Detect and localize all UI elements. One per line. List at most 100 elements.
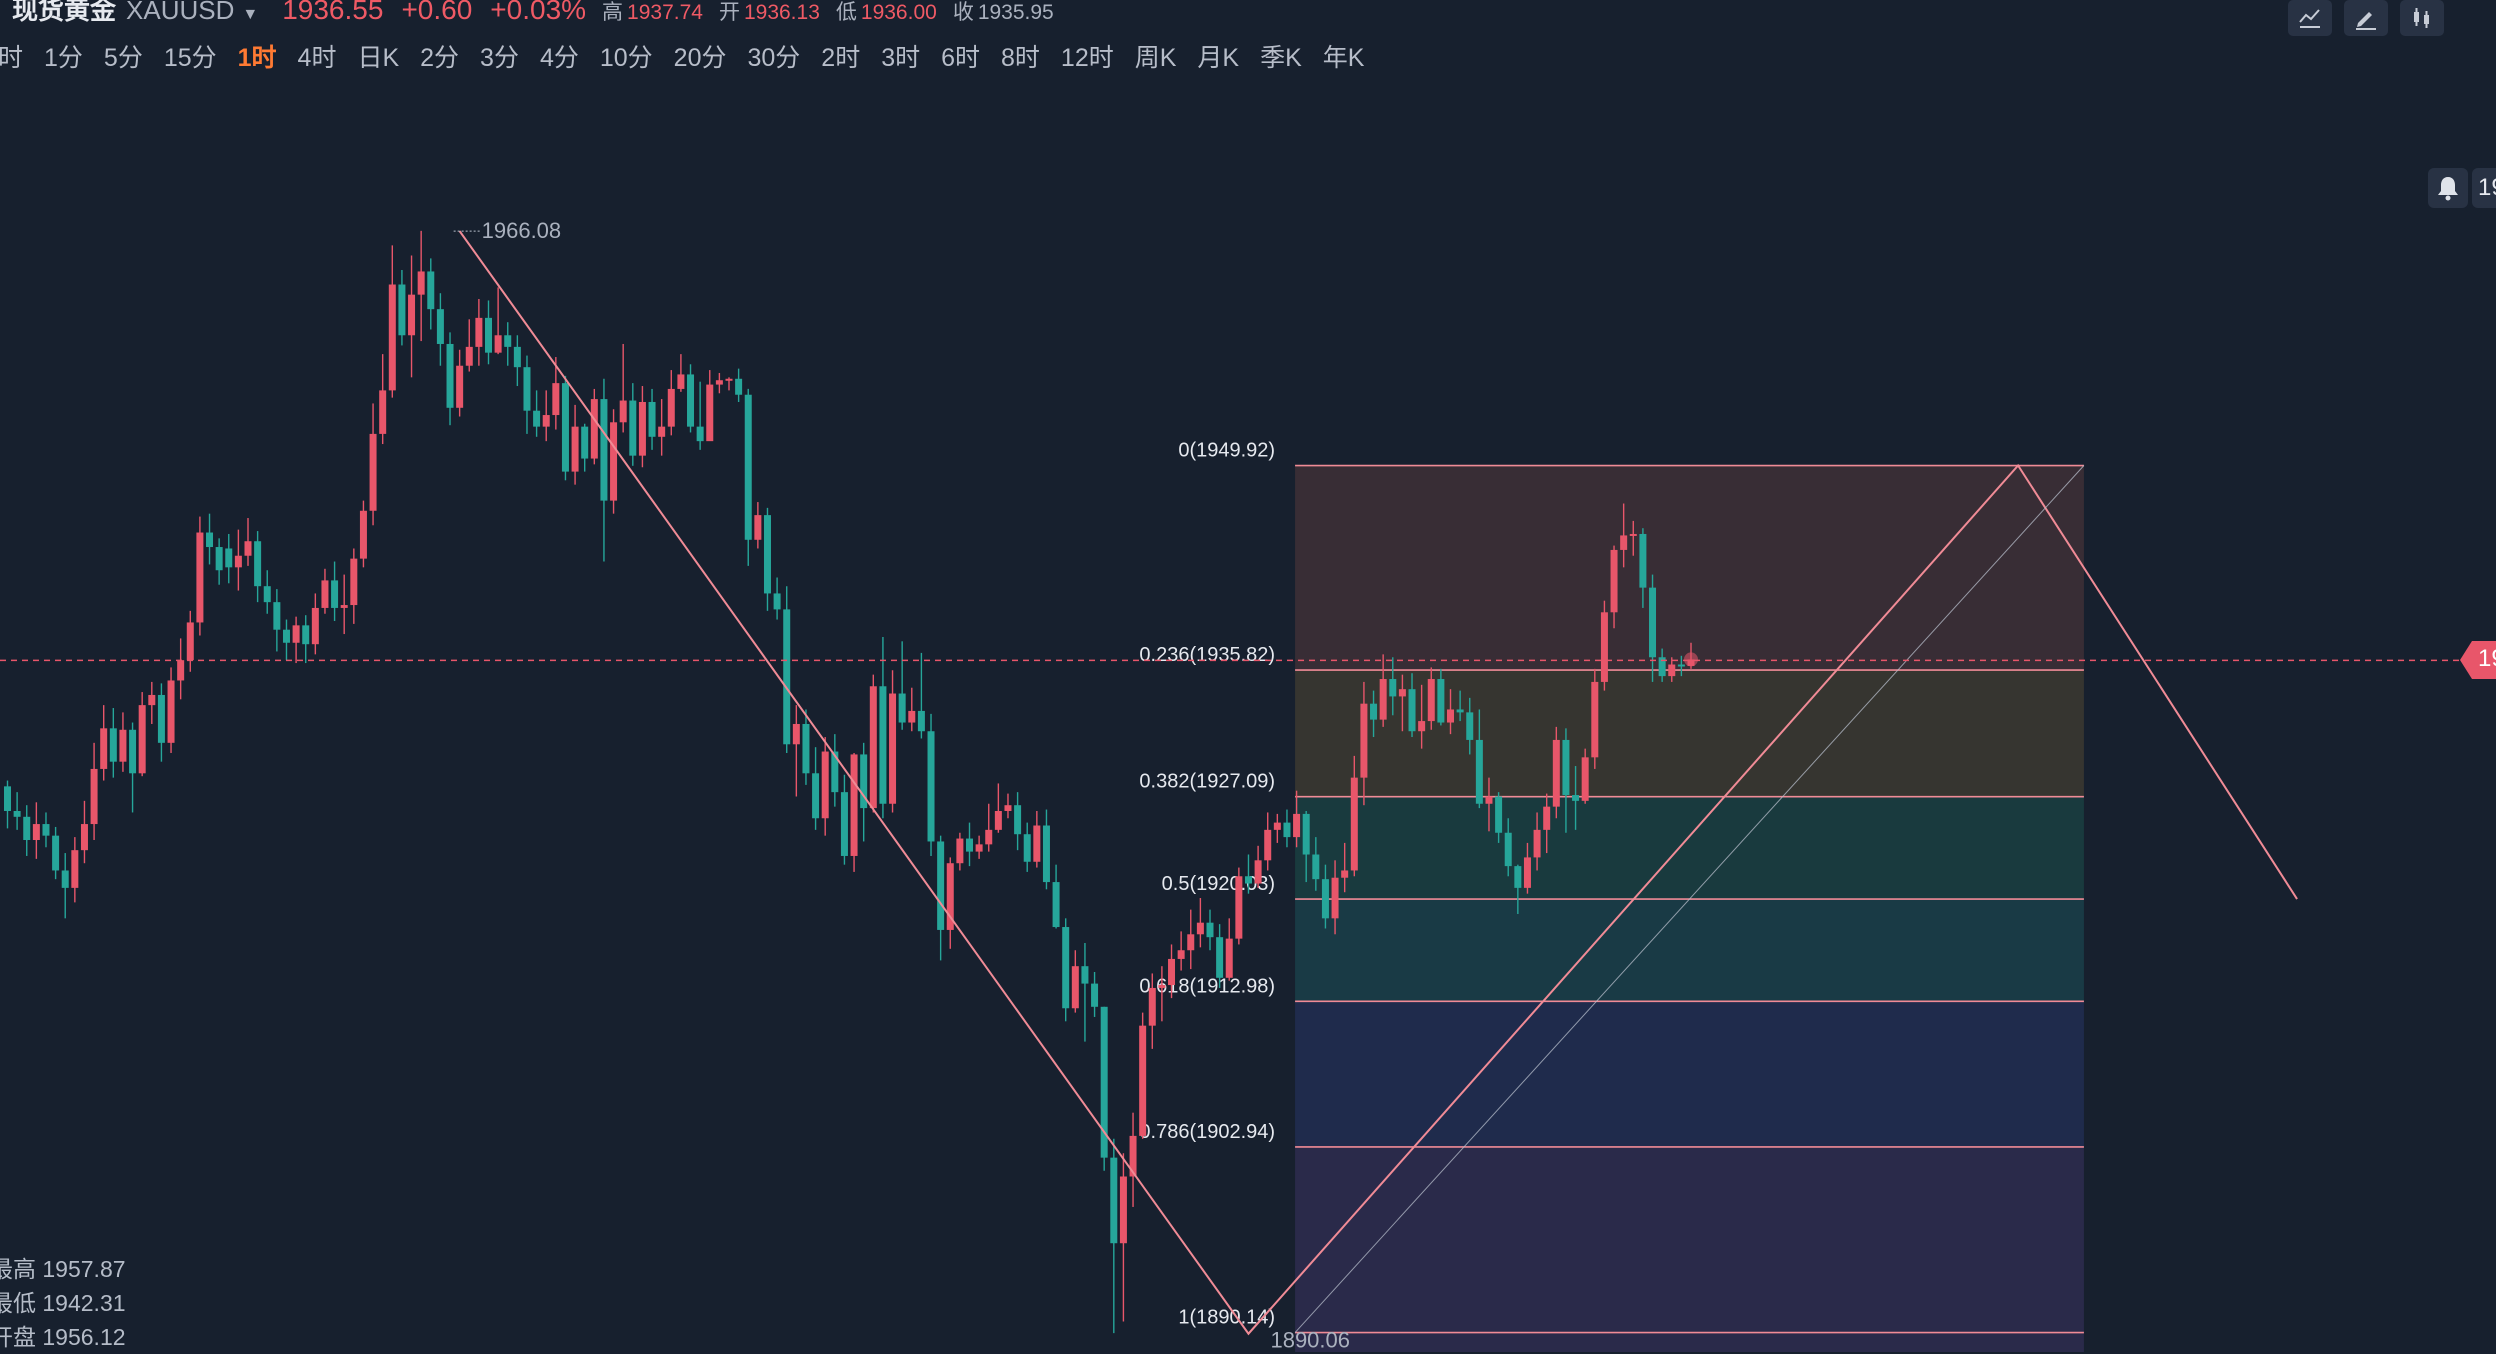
timeframe-tab[interactable]: 4时 [297,44,337,72]
candle-body [273,602,281,630]
candle-body [157,694,165,743]
current-price-tag-text: 19 [2478,645,2496,673]
fib-trend-line [1294,465,2085,1333]
fib-zone [1295,465,2084,671]
candle-body [850,754,858,856]
candle-body [1100,1006,1108,1158]
price-alert-button[interactable] [2428,168,2468,208]
candle-body [744,394,752,540]
timeframe-tab[interactable]: 月K [1197,44,1240,72]
candle-body [1302,813,1310,855]
candle-body [1398,689,1406,697]
candle-body [1543,806,1551,830]
candle-body [1081,966,1089,984]
candle-body [369,433,377,511]
candle-body [196,532,204,623]
candle-body [1110,1157,1118,1244]
low-marker-label: 1890.06 [1270,1328,1350,1352]
candle-body [1466,712,1474,740]
candle-body [1447,709,1454,723]
open-label: 开 [718,1,740,24]
fib-level-label: 0.382(1927.09) [1139,771,1275,793]
stat-low-label: 最低 [0,1290,36,1316]
candle-body [889,693,897,804]
timeframe-tab[interactable]: 20分 [673,44,727,72]
timeframe-tab[interactable]: 1时 [237,44,277,72]
drawing-lines [458,230,2298,1336]
last-price: 1936.55 [282,0,384,25]
candle-body [792,723,800,745]
candle-body [71,850,79,888]
timeframe-tab[interactable]: 8时 [1001,44,1040,72]
timeframe-tab[interactable]: 年K [1322,44,1365,72]
candle-settings-button[interactable] [2400,0,2444,36]
candle-body [148,694,156,706]
candle-body [610,422,618,501]
candle-body [1321,879,1329,919]
stat-high: 最高 1957.87 [0,1252,126,1286]
candle-body [1514,866,1522,888]
pencil-button[interactable] [2344,0,2388,36]
line-tool-button[interactable] [2288,0,2332,36]
timeframe-tab[interactable]: 10分 [599,44,653,72]
candle-body [417,271,425,295]
candle-body [436,309,444,344]
timeframe-tab[interactable]: 5分 [103,44,143,72]
candle-body [542,415,550,427]
timeframe-tab[interactable]: 时 [0,44,24,72]
candle-body [1668,664,1676,677]
candle-body [908,710,916,723]
candle-body [523,367,531,411]
candle-body [581,426,589,459]
stat-open: 开盘 1956.12 [0,1320,126,1354]
timeframe-tab[interactable]: 日K [357,44,400,72]
alert-price-tab[interactable]: 19 [2472,168,2496,208]
bell-icon [2438,177,2458,201]
extreme-markers: 1966.08 1890.06 [453,218,1698,1352]
candle-body [129,729,137,774]
fib-zone [1295,899,2084,1002]
candle-body [100,728,108,769]
instrument-name[interactable]: 现货黄金 [12,0,117,25]
candle-body [109,728,117,762]
timeframe-tab[interactable]: 1分 [44,44,83,72]
candle-body [1052,882,1060,928]
timeframe-tab[interactable]: 15分 [163,44,217,72]
candle-body [1600,612,1608,682]
candle-body [1427,679,1435,722]
candle-body [725,378,733,381]
timeframe-tab[interactable]: 3时 [881,44,921,72]
candle-body [821,751,829,819]
timeframe-tab[interactable]: 周K [1134,44,1177,72]
candle-body [475,317,483,347]
candle-body [783,609,791,745]
candle-body [773,593,781,610]
fib-zone [1295,1332,2084,1352]
candle-body [1023,834,1031,862]
candle-body [302,625,310,645]
price-change: +0.60 [401,0,473,25]
chevron-down-icon[interactable]: ▼ [242,6,259,23]
stat-open-label: 开盘 [0,1324,36,1350]
header: 现货黄金 XAUUSD ▼ 1936.55 +0.60 +0.03% 高 193… [0,0,2496,36]
candle-body [956,838,964,864]
price-change-pct: +0.03% [490,0,587,25]
candle-body [1225,938,1233,978]
timeframe-tab[interactable]: 2时 [821,44,861,72]
candle-body [1168,958,1176,986]
timeframe-tab[interactable]: 4分 [539,44,579,72]
instrument-code[interactable]: XAUUSD [126,0,235,25]
timeframe-tab[interactable]: 季K [1260,44,1302,72]
candle-body [696,426,704,442]
timeframe-tab[interactable]: 2分 [420,44,460,72]
candle-body [1572,795,1580,801]
timeframe-tab[interactable]: 30分 [747,44,801,72]
timeframe-tab[interactable]: 12时 [1060,44,1114,72]
candle-body [1033,825,1041,862]
candle-body [1677,664,1685,667]
timeframe-tab[interactable]: 3分 [480,44,519,72]
timeframe-tab[interactable]: 6时 [941,44,981,72]
candle-body [1283,822,1291,838]
candle-body [937,841,945,930]
